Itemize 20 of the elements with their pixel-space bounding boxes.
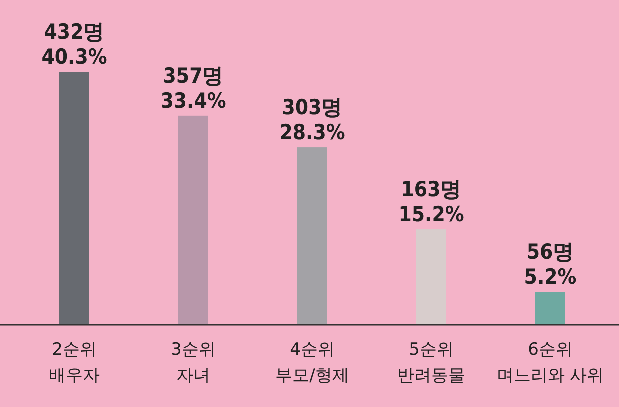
- x-tick-label: 6순위: [528, 340, 573, 360]
- x-tick-label: 배우자: [49, 366, 100, 386]
- x-tick-label: 반려동물: [398, 366, 466, 386]
- data-label: 5.2%: [524, 265, 577, 290]
- x-tick-label: 부모/형제: [276, 366, 350, 386]
- x-tick-label: 2순위: [52, 340, 97, 360]
- data-label: 56명: [526, 240, 574, 264]
- data-label: 33.4%: [160, 88, 226, 113]
- data-label: 357명: [163, 64, 224, 88]
- data-label: 432명: [44, 20, 105, 44]
- x-tick-label: 4순위: [290, 340, 335, 360]
- data-label: 163명: [401, 178, 462, 202]
- data-label: 40.3%: [42, 45, 108, 69]
- x-tick-label: 3순위: [171, 340, 216, 360]
- x-tick-label: 며느리와 사위: [496, 366, 604, 386]
- x-tick-label: 자녀: [176, 366, 210, 386]
- data-label: 15.2%: [398, 202, 464, 227]
- data-label: 28.3%: [280, 120, 346, 145]
- x-tick-label: 5순위: [409, 340, 454, 360]
- data-label: 303명: [282, 96, 343, 120]
